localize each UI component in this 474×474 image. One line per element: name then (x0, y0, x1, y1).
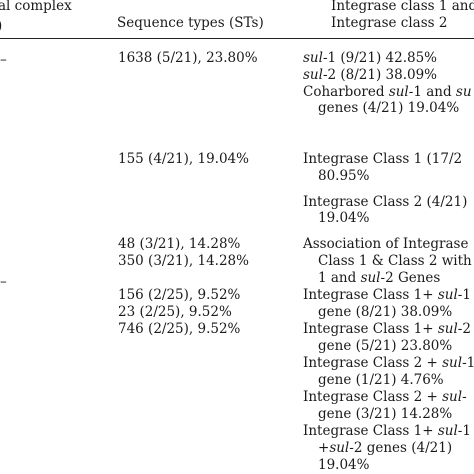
integrase-text: -1 (457, 423, 471, 439)
gene-name: sul (437, 321, 458, 337)
header-sequence-types: Sequence types (STs) (117, 15, 264, 31)
integrase-cell: Integrase Class 2 + sul- (303, 389, 467, 405)
integrase-cell: +sul-2 genes (4/21) (318, 440, 453, 456)
integrase-text: - (462, 389, 467, 405)
gene-name: sul (329, 440, 350, 456)
integrase-cell: Integrase Class 1 (17/2 (303, 151, 463, 167)
integrase-text: Integrase Class 2 + (303, 355, 443, 371)
integrase-text: Coharbored (303, 84, 389, 100)
gene-name: sul (442, 355, 463, 371)
st-cell: 23 (2/25), 9.52% (118, 304, 232, 320)
gene-name: su (455, 84, 472, 100)
integrase-cell: sul-2 (8/21) 38.09% (303, 67, 438, 83)
integrase-text: Integrase Class 1+ (303, 423, 438, 439)
integrase-cell: gene (8/21) 38.09% (318, 304, 453, 320)
integrase-cell: gene (3/21) 14.28% (318, 406, 453, 422)
integrase-cell: gene (1/21) 4.76% (318, 372, 444, 388)
header-complex-label-line2: ) (0, 19, 2, 34)
integrase-cell: 19.04% (318, 210, 370, 226)
integrase-text: -1 and (408, 84, 456, 100)
integrase-cell: 80.95% (318, 168, 370, 184)
integrase-text: -1 (9/21) 42.85% (322, 50, 438, 66)
integrase-text: + (318, 440, 330, 456)
header-complex-label: al complex (0, 0, 72, 14)
integrase-text: -2 Genes (380, 270, 441, 286)
integrase-cell: Integrase Class 1+ sul-1 (303, 423, 471, 439)
group1-marker: – (0, 52, 7, 68)
st-cell: 746 (2/25), 9.52% (118, 321, 241, 337)
header-integrase-line1: Integrase class 1 and (331, 0, 474, 14)
integrase-cell: Integrase Class 1+ sul-2 (303, 321, 471, 337)
integrase-cell: Class 1 & Class 2 with (318, 253, 472, 269)
integrase-cell: Integrase Class 2 + sul-1 (303, 355, 474, 371)
integrase-cell: 19.04% (318, 457, 370, 473)
integrase-text: Integrase Class 1+ (303, 287, 438, 303)
integrase-text: -2 (8/21) 38.09% (322, 67, 438, 83)
integrase-cell: 1 and sul-2 Genes (318, 270, 441, 286)
integrase-cell: sul-1 (9/21) 42.85% (303, 50, 438, 66)
gene-name: sul (437, 287, 458, 303)
integrase-cell: Integrase Class 2 (4/21) (303, 194, 468, 210)
gene-name: sul (442, 389, 463, 405)
integrase-cell: Coharbored sul-1 and su (303, 84, 472, 100)
integrase-text: -1 (462, 355, 474, 371)
gene-name: sul (360, 270, 381, 286)
header-rule (0, 38, 474, 40)
integrase-text: Integrase Class 1+ (303, 321, 438, 337)
gene-name: sul (388, 84, 409, 100)
integrase-text: -2 genes (4/21) (349, 440, 453, 456)
gene-name: sul (303, 67, 323, 83)
integrase-cell: Association of Integrase (303, 236, 469, 252)
group2-marker: – (0, 274, 7, 290)
integrase-cell: genes (4/21) 19.04% (318, 100, 460, 116)
integrase-text: -2 (457, 321, 471, 337)
integrase-cell: Integrase Class 1+ sul-1 (303, 287, 471, 303)
st-cell: 1638 (5/21), 23.80% (118, 50, 258, 66)
header-integrase-line2: Integrase class 2 (331, 15, 448, 31)
integrase-text: Integrase Class 2 + (303, 389, 443, 405)
st-cell: 155 (4/21), 19.04% (118, 151, 249, 167)
gene-name: sul (437, 423, 458, 439)
st-cell: 156 (2/25), 9.52% (118, 287, 241, 303)
gene-name: sul (303, 50, 323, 66)
integrase-text: 1 and (318, 270, 361, 286)
integrase-cell: gene (5/21) 23.80% (318, 338, 453, 354)
integrase-text: -1 (457, 287, 471, 303)
st-cell: 48 (3/21), 14.28% (118, 236, 241, 252)
st-cell: 350 (3/21), 14.28% (118, 253, 249, 269)
